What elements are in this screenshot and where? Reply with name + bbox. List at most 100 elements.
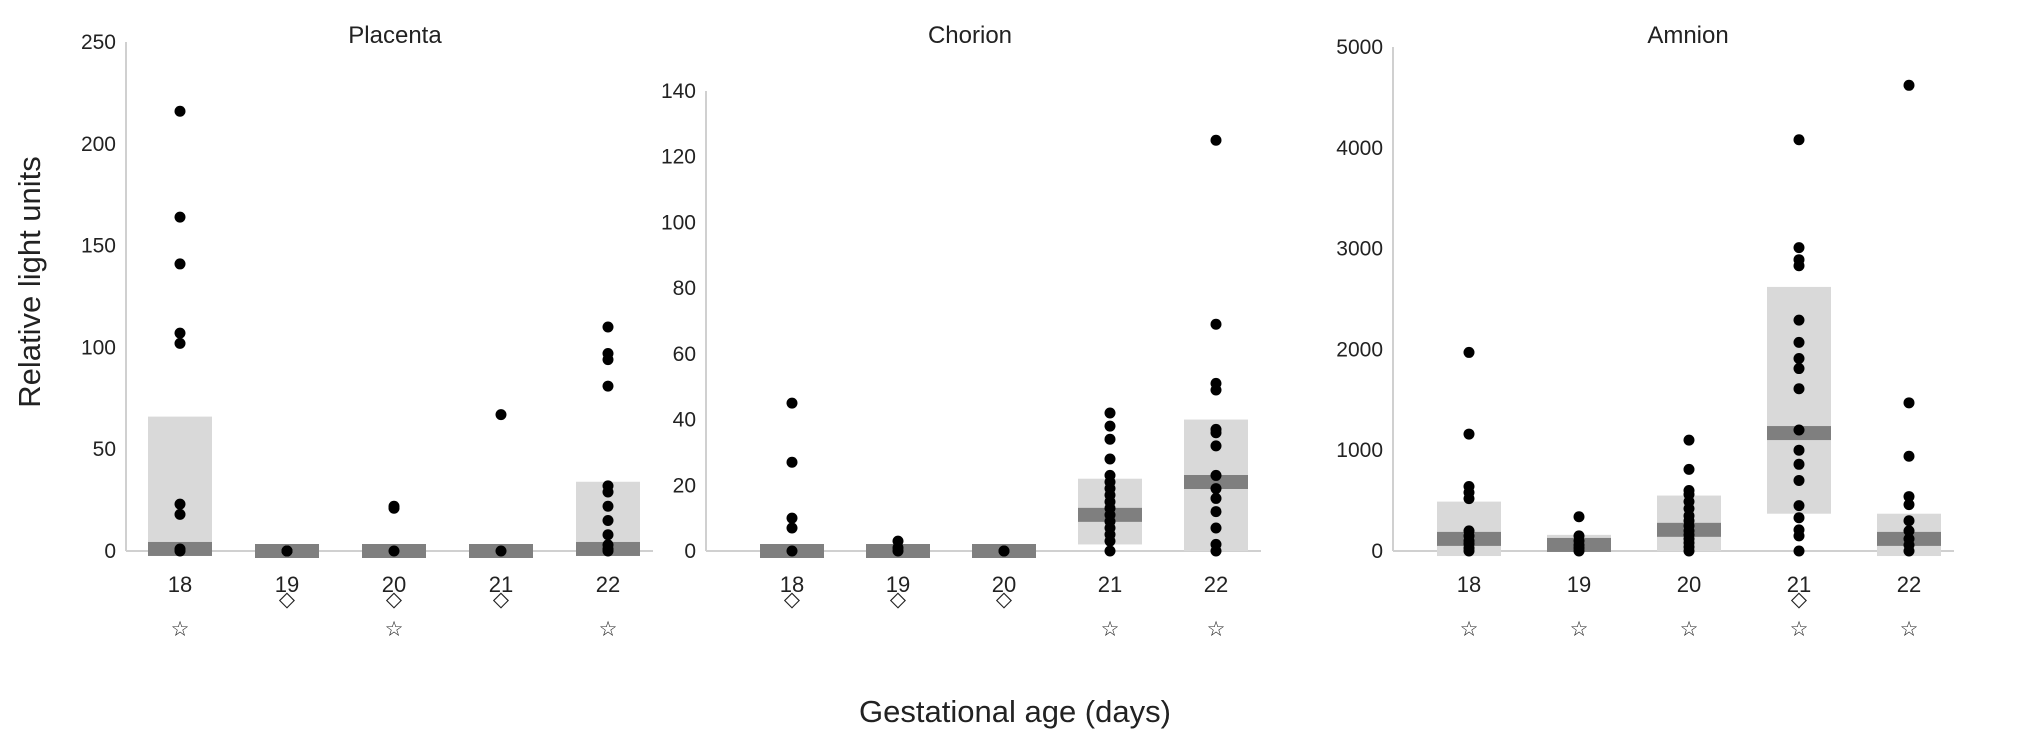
data-point <box>1463 428 1475 440</box>
data-point <box>602 545 614 557</box>
data-point <box>998 545 1010 557</box>
data-point <box>1104 453 1116 465</box>
data-point <box>1793 458 1805 470</box>
data-point <box>1903 450 1915 462</box>
data-point <box>1210 545 1222 557</box>
data-point <box>388 545 400 557</box>
data-point <box>388 502 400 514</box>
y-tick-label: 50 <box>93 438 116 461</box>
x-tick-label: 19 <box>275 572 299 597</box>
data-point <box>1104 407 1116 419</box>
x-tick-label: 19 <box>1567 572 1591 597</box>
diamond-symbol: ◇ <box>386 588 403 611</box>
data-point <box>1683 463 1695 475</box>
data-point <box>602 529 614 541</box>
data-point <box>1104 545 1116 557</box>
data-point <box>174 498 186 510</box>
x-tick-label: 18 <box>1457 572 1481 597</box>
data-point <box>1903 499 1915 511</box>
data-point <box>602 500 614 512</box>
data-point <box>1104 420 1116 432</box>
data-point <box>1210 427 1222 439</box>
data-point <box>495 409 507 421</box>
y-axis-title: Relative light units <box>12 156 47 408</box>
data-point <box>602 354 614 366</box>
data-point <box>786 512 798 524</box>
data-point <box>1903 397 1915 409</box>
y-tick-label: 2000 <box>1336 338 1383 361</box>
data-point <box>1210 522 1222 534</box>
y-tick-label: 0 <box>104 540 116 563</box>
data-point <box>1903 525 1915 537</box>
data-point <box>1573 545 1585 557</box>
y-tick-label: 60 <box>673 343 696 366</box>
x-tick-label: 18 <box>780 572 804 597</box>
x-tick-label: 22 <box>596 572 620 597</box>
panel-title: Amnion <box>1647 22 1728 49</box>
panel-title: Placenta <box>348 22 442 49</box>
data-point <box>1683 434 1695 446</box>
x-tick-label: 20 <box>382 572 406 597</box>
data-point <box>174 105 186 117</box>
panel-amnion: Amnion 0 1000 2000 3000 4000 5000 18 ☆ 19 ☆ 20 ☆ 21◇ ☆… <box>1336 22 1954 641</box>
x-tick-label: 21 <box>1787 572 1811 597</box>
diamond-symbol: ◇ <box>890 588 907 611</box>
y-tick-label: 200 <box>81 133 116 156</box>
data-point <box>1793 363 1805 375</box>
data-point <box>1793 336 1805 348</box>
chart-panels: Placenta05010015020025018☆19◇20◇☆21◇22☆C… <box>81 22 1954 641</box>
y-tick-label: 20 <box>673 474 696 497</box>
x-tick-label: 20 <box>1677 572 1701 597</box>
y-tick-label: 40 <box>673 409 696 432</box>
data-point <box>1793 474 1805 486</box>
data-point <box>1104 433 1116 445</box>
data-point <box>1463 545 1475 557</box>
data-point <box>1793 383 1805 395</box>
data-point <box>174 258 186 270</box>
star-symbol: ☆ <box>171 618 190 641</box>
star-symbol: ☆ <box>1900 618 1919 641</box>
data-point <box>1793 134 1805 146</box>
y-tick-label: 250 <box>81 31 116 54</box>
y-tick-label: 80 <box>673 277 696 300</box>
diamond-symbol: ◇ <box>279 588 296 611</box>
y-tick-label: 0 <box>684 540 696 563</box>
data-point <box>1793 314 1805 326</box>
data-point <box>1903 515 1915 527</box>
y-tick-label: 100 <box>661 211 696 234</box>
y-tick-label: 150 <box>81 235 116 258</box>
data-point <box>1793 352 1805 364</box>
y-tick-label: 0 <box>1371 540 1383 563</box>
data-point <box>495 545 507 557</box>
x-tick-label: 18 <box>168 572 192 597</box>
data-point <box>1463 346 1475 358</box>
data-point <box>786 397 798 409</box>
data-point <box>786 545 798 557</box>
data-point <box>174 337 186 349</box>
data-point <box>1793 260 1805 272</box>
diamond-symbol: ◇ <box>493 588 510 611</box>
data-point <box>1210 318 1222 330</box>
y-tick-label: 100 <box>81 336 116 359</box>
panel-title: Chorion <box>928 22 1012 49</box>
data-point <box>1793 444 1805 456</box>
data-point <box>1210 483 1222 495</box>
data-point <box>1210 134 1222 146</box>
x-axis-title: Gestational age (days) <box>859 694 1171 729</box>
data-point <box>174 545 186 557</box>
star-symbol: ☆ <box>385 618 404 641</box>
data-point <box>1210 440 1222 452</box>
data-point <box>1683 545 1695 557</box>
diamond-symbol: ◇ <box>996 588 1013 611</box>
data-point <box>602 380 614 392</box>
data-point <box>1903 79 1915 91</box>
star-symbol: ☆ <box>1570 618 1589 641</box>
x-tick-label: 22 <box>1897 572 1921 597</box>
data-point <box>602 486 614 498</box>
y-tick-label: 120 <box>661 146 696 169</box>
data-point <box>1104 535 1116 547</box>
data-point <box>1793 242 1805 254</box>
